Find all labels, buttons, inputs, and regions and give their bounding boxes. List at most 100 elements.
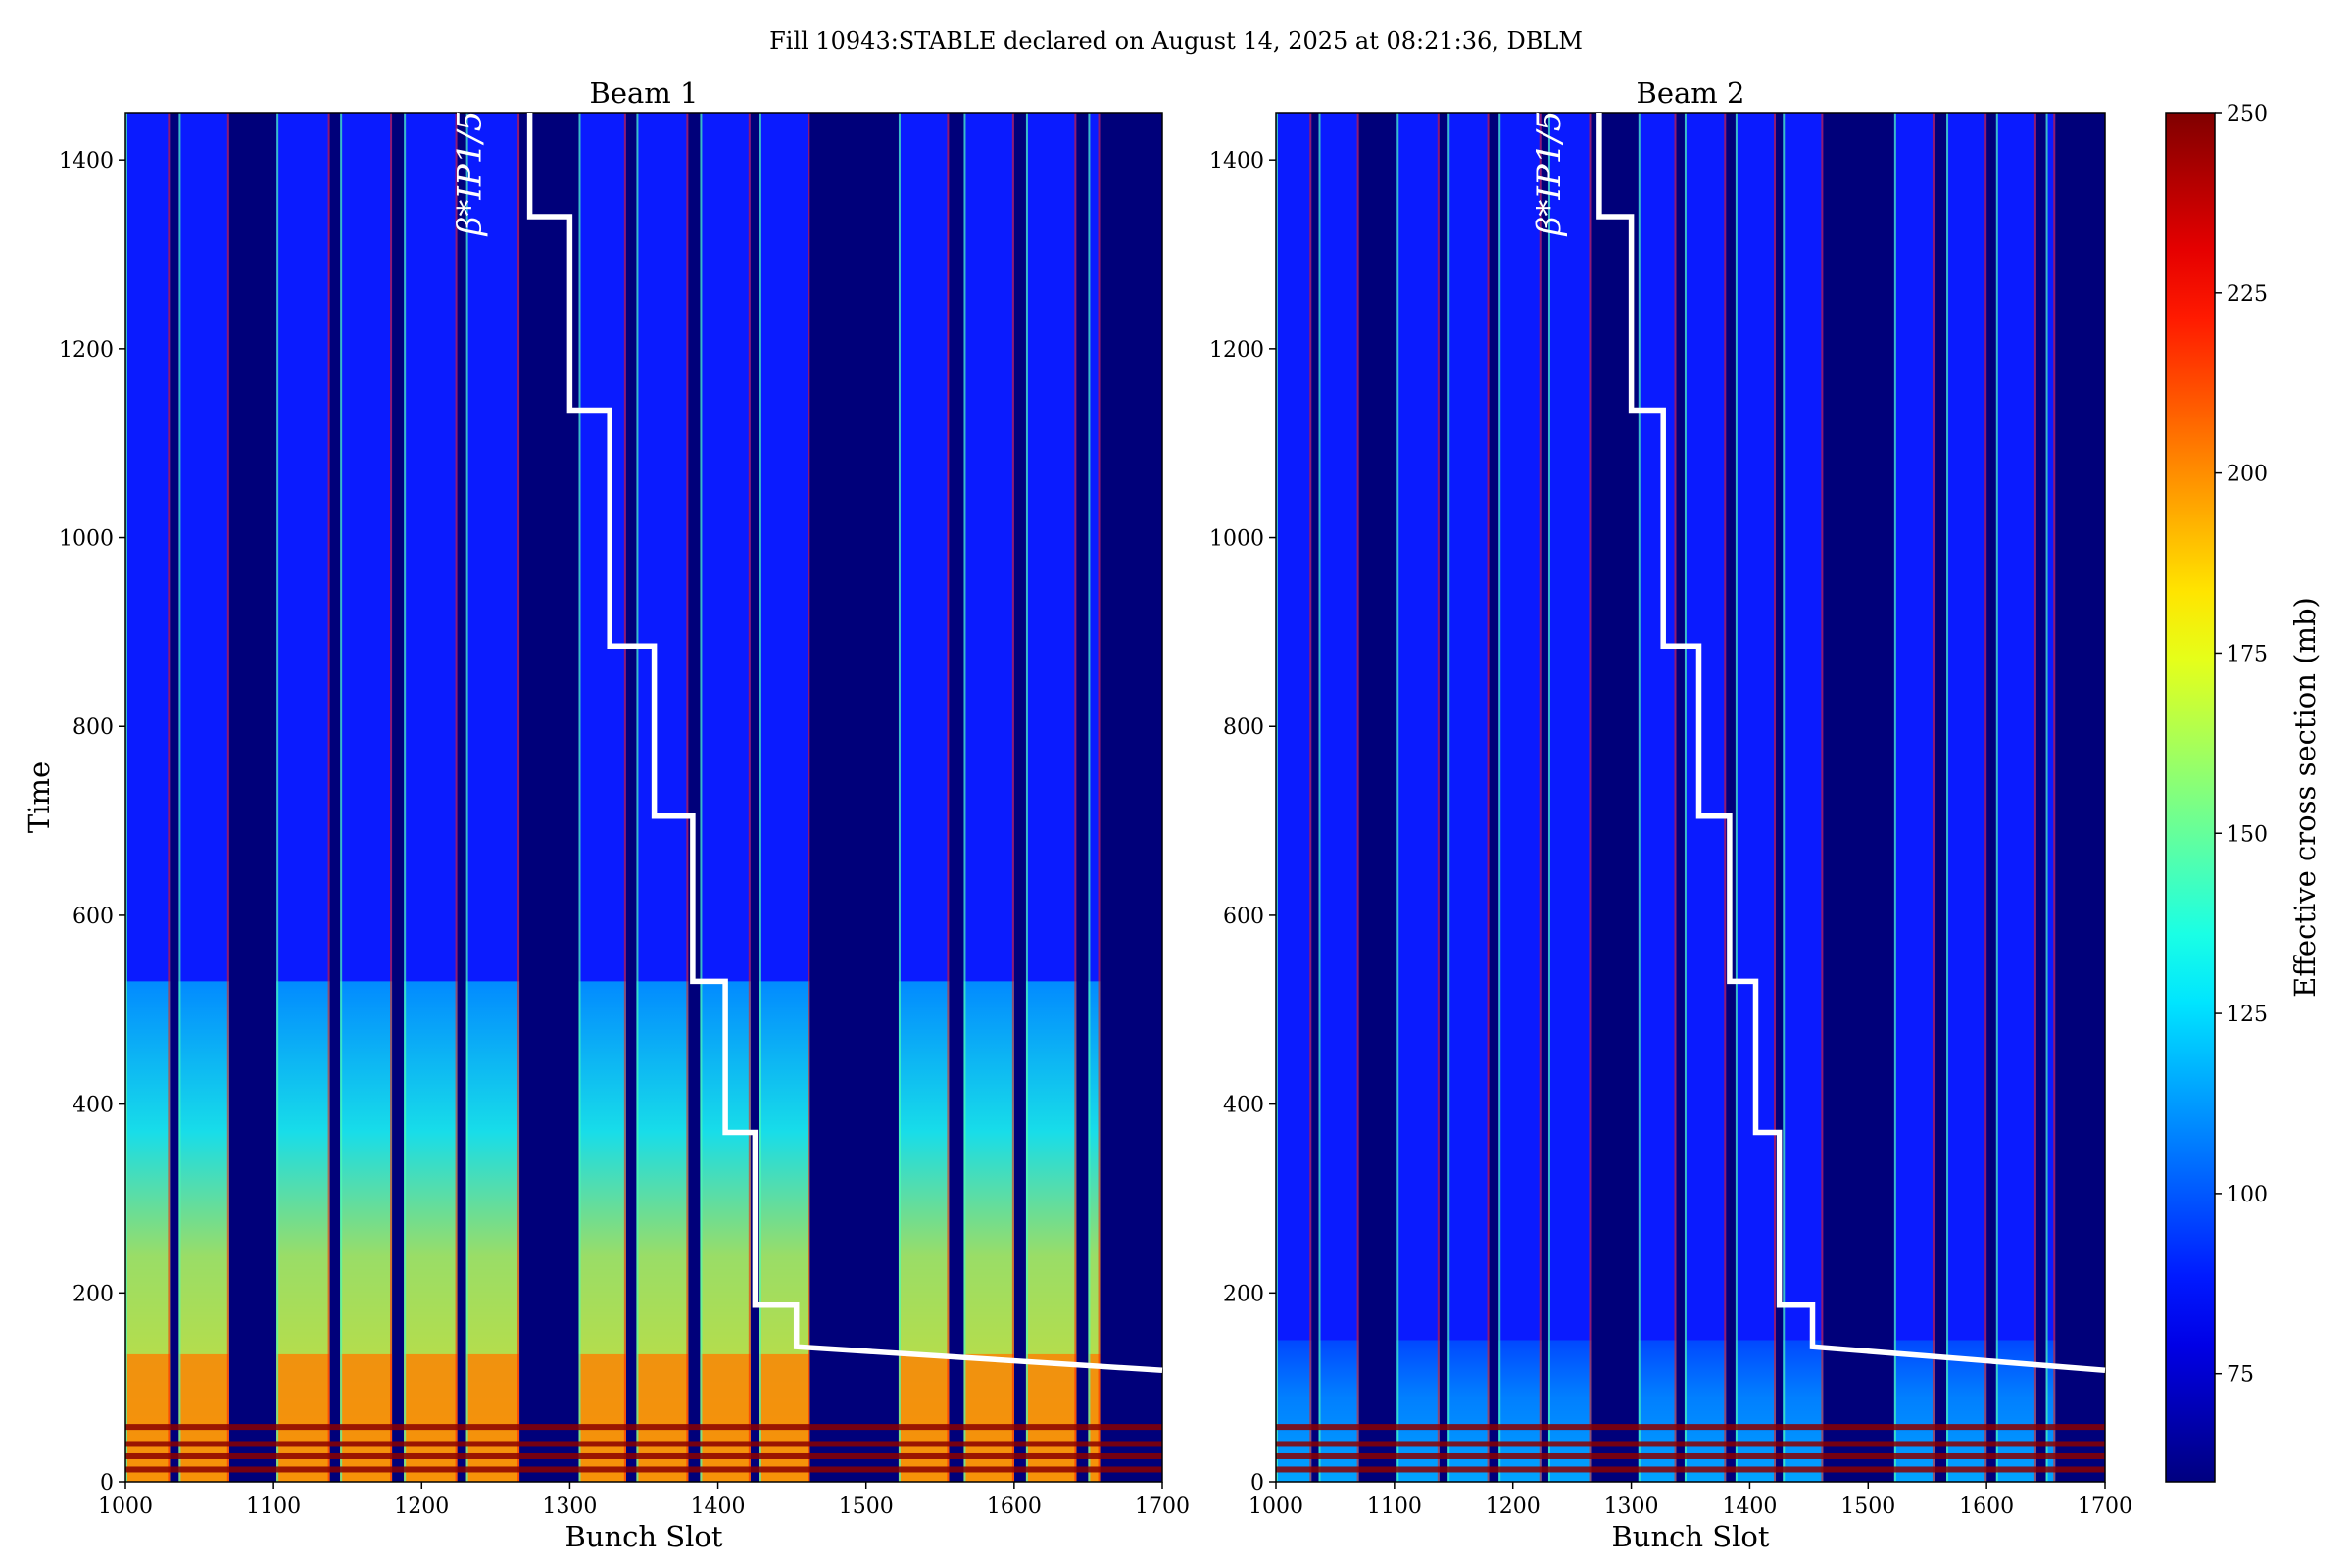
bunch-train-early-band: [1638, 1340, 1677, 1482]
colorbar-tick-label: 225: [2227, 282, 2268, 307]
low-time-stripe: [125, 1441, 1162, 1447]
y-tick-label: 800: [1223, 715, 1264, 740]
low-time-stripe: [125, 1424, 1162, 1431]
bunch-train: [1946, 113, 1987, 1482]
beta-star-step-line: [526, 113, 1163, 1374]
bunch-train: [1318, 113, 1359, 1482]
bunch-train-hot-band: [636, 1353, 689, 1482]
low-time-stripe: [1276, 1441, 2105, 1447]
x-tick-label: 1100: [246, 1494, 301, 1519]
bunch-train-hot-band: [898, 1353, 950, 1482]
colorbar-tick-label: 200: [2227, 463, 2268, 487]
bunch-train-early-band: [2045, 1340, 2056, 1482]
colorbar-tick-label: 250: [2227, 102, 2268, 126]
low-time-stripe: [1276, 1466, 2105, 1473]
colorbar-label: Effective cross section (mb): [2288, 597, 2322, 998]
bunch-train-hot-band: [1088, 1353, 1101, 1482]
panel-beam-2: 1000 1100 1200 1300 1400 1500 1600 1700 0 200 400 6…: [1209, 76, 2132, 1553]
colorbar-tick-label: 100: [2227, 1183, 2268, 1207]
bunch-train: [1684, 113, 1727, 1482]
x-tick-label: 1600: [1959, 1494, 2014, 1519]
low-time-stripe: [1276, 1424, 2105, 1431]
bunch-train-early-band: [1447, 1340, 1490, 1482]
x-tick-label: 1700: [2078, 1494, 2132, 1519]
bunch-train: [1447, 113, 1490, 1482]
y-tick-label: 600: [1223, 905, 1264, 929]
bunch-train-hot-band: [700, 1353, 751, 1482]
colorbar-tick-label: 125: [2227, 1003, 2268, 1027]
y-tick-label: 1000: [1209, 527, 1264, 552]
bunch-train-hot-band: [125, 1353, 171, 1482]
figure-title: Fill 10943:STABLE declared on August 14,…: [769, 27, 1583, 55]
bunch-train: [1276, 113, 1312, 1482]
panel-title: Beam 2: [1637, 76, 1745, 110]
colorbar-frame: [2165, 112, 2216, 1483]
bunch-train-hot-band: [340, 1353, 393, 1482]
y-tick-label: 400: [1223, 1094, 1264, 1118]
y-tick-label: 1000: [59, 527, 114, 552]
bunch-train-early-band: [1318, 1340, 1359, 1482]
bunch-train: [1638, 113, 1677, 1482]
low-time-stripe: [125, 1452, 1162, 1459]
y-tick-label: 200: [1223, 1282, 1264, 1306]
colorbar: 75 100 125 150 175 200 225 250 Effective cross s…: [2165, 102, 2322, 1483]
x-tick-label: 1400: [1722, 1494, 1777, 1519]
y-tick-label: 400: [73, 1094, 114, 1118]
bunch-train-early-band: [1735, 1340, 1777, 1482]
bunch-train-hot-band: [1025, 1353, 1077, 1482]
x-axis-label: Bunch Slot: [564, 1520, 722, 1553]
y-tick-label: 800: [73, 715, 114, 740]
bunch-train: [1547, 113, 1592, 1482]
y-tick-label: 0: [100, 1471, 114, 1495]
x-tick-label: 1300: [542, 1494, 597, 1519]
axes-frame: [1275, 112, 2106, 1483]
bunch-train: [1396, 113, 1440, 1482]
x-tick-label: 1600: [987, 1494, 1042, 1519]
x-tick-label: 1400: [691, 1494, 746, 1519]
y-tick-label: 0: [1250, 1471, 1264, 1495]
panel-beam-1: 1000 1100 1200 1300 1400 1500 1600 1700 0 200 400 6…: [23, 76, 1190, 1553]
panels: 1000 1100 1200 1300 1400 1500 1600 1700 0 200 400 6…: [23, 76, 2132, 1553]
bunch-train-hot-band: [276, 1353, 330, 1482]
bunch-train: [1995, 113, 2036, 1482]
colorbar-tick-label: 75: [2227, 1363, 2254, 1388]
bunch-train: [1783, 113, 1824, 1482]
bunch-train: [2045, 113, 2056, 1482]
bunch-train-hot-band: [963, 1353, 1014, 1482]
low-time-stripe: [125, 1466, 1162, 1473]
bunch-train-early-band: [1498, 1340, 1542, 1482]
x-tick-label: 1000: [1249, 1494, 1303, 1519]
bunch-train: [1893, 113, 1935, 1482]
colorbar-tick-label: 175: [2227, 642, 2268, 666]
bunch-train-hot-band: [178, 1353, 229, 1482]
panel-title: Beam 1: [590, 76, 699, 110]
y-tick-label: 600: [73, 905, 114, 929]
axes-frame: [124, 112, 1163, 1483]
bunch-train-early-band: [1783, 1340, 1824, 1482]
y-axis-label: Time: [23, 761, 56, 833]
x-tick-label: 1500: [1840, 1494, 1895, 1519]
bunch-train-hot-band: [759, 1353, 810, 1482]
bunch-train-hot-band: [578, 1353, 626, 1482]
beta-star-annotation: β*IP1/5: [451, 111, 490, 238]
x-tick-label: 1200: [1486, 1494, 1541, 1519]
bunch-train-early-band: [1396, 1340, 1440, 1482]
low-time-stripe: [1276, 1452, 2105, 1459]
y-tick-label: 200: [73, 1282, 114, 1306]
beta-star-step-line: [1596, 113, 2106, 1374]
x-tick-label: 1000: [98, 1494, 153, 1519]
x-tick-label: 1700: [1135, 1494, 1190, 1519]
bunch-train-early-band: [1276, 1340, 1312, 1482]
bunch-train: [1735, 113, 1777, 1482]
bunch-train-early-band: [1547, 1340, 1592, 1482]
y-tick-label: 1400: [1209, 149, 1264, 173]
x-tick-label: 1100: [1367, 1494, 1422, 1519]
y-tick-label: 1400: [59, 149, 114, 173]
colorbar-tick-label: 150: [2227, 822, 2268, 847]
x-tick-label: 1500: [839, 1494, 894, 1519]
bunch-train-hot-band: [404, 1353, 458, 1482]
beta-star-annotation: β*IP1/5: [1530, 111, 1569, 238]
bunch-train-early-band: [1684, 1340, 1727, 1482]
x-axis-label: Bunch Slot: [1611, 1520, 1769, 1553]
